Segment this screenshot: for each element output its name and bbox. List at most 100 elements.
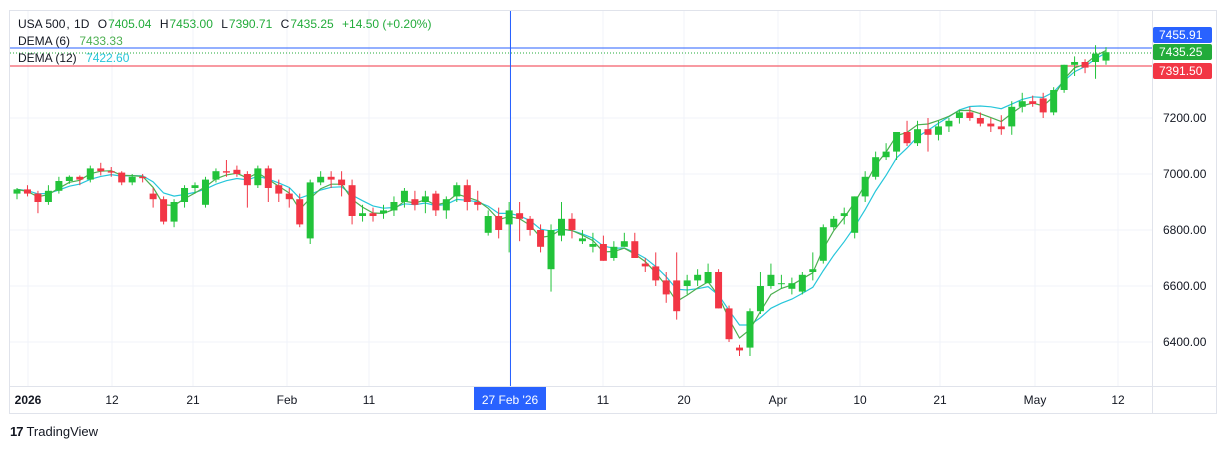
candle-body <box>181 188 189 202</box>
candle-body <box>631 241 639 258</box>
dema6-legend[interactable]: DEMA (6) 7433.33 <box>18 34 124 48</box>
candle-body <box>578 238 586 242</box>
open-label: O <box>97 17 108 31</box>
candle-body <box>432 193 440 211</box>
low-label: L <box>221 17 228 31</box>
candle-body <box>23 189 31 194</box>
y-tick-label: 7000.00 <box>1163 167 1207 181</box>
candle-body <box>976 118 984 124</box>
candle-body <box>987 123 995 127</box>
close-value: 7435.25 <box>290 17 334 31</box>
candle-body <box>809 269 817 272</box>
candle-body <box>212 171 220 180</box>
candle-body <box>1081 62 1089 68</box>
candle-body <box>641 263 649 267</box>
candle-body <box>673 280 681 312</box>
candle-body <box>359 213 367 216</box>
candle-body <box>830 218 838 228</box>
high-label: H <box>159 17 169 31</box>
low-value: 7390.71 <box>228 17 273 31</box>
x-tick-label: 21 <box>186 393 200 407</box>
candle-body <box>1092 53 1100 62</box>
x-tick-label: 11 <box>597 393 610 407</box>
candle-body <box>851 196 859 233</box>
candle-body <box>170 202 178 222</box>
candle-body <box>86 168 94 180</box>
candle-body <box>599 244 607 261</box>
candle-body <box>610 246 618 258</box>
candle-body <box>767 274 775 286</box>
candle-body <box>296 199 304 225</box>
candle-body <box>777 283 785 285</box>
x-tick-label: Feb <box>277 393 298 407</box>
candle-body <box>254 168 262 186</box>
price-badge <box>1153 44 1212 60</box>
candle-body <box>453 185 461 197</box>
candle-body <box>306 182 314 239</box>
candle-body <box>233 169 241 174</box>
candle-body <box>191 185 199 188</box>
candle-body <box>861 176 869 197</box>
crosshair-date-label: 27 Feb '26 <box>482 393 539 407</box>
candle-body <box>694 274 702 281</box>
x-tick-label: 10 <box>853 393 867 407</box>
candle-body <box>474 202 482 205</box>
candle-body <box>725 308 733 340</box>
x-tick-label: May <box>1024 393 1047 407</box>
candle-body <box>1018 101 1026 107</box>
dema12-line <box>16 52 1107 326</box>
candle-body <box>44 190 52 202</box>
candle-body <box>547 230 555 270</box>
candle-body <box>882 151 890 158</box>
x-tick-label: 12 <box>105 393 119 407</box>
interval-label: 1D <box>74 17 90 31</box>
candle-body <box>966 112 974 118</box>
candle-body <box>317 176 325 183</box>
price-badge-label: 7391.50 <box>1159 64 1203 78</box>
y-tick-label: 6400.00 <box>1163 335 1207 349</box>
candle-body <box>13 189 21 194</box>
candle-body <box>1060 64 1068 90</box>
candle-body <box>495 216 503 230</box>
candle-body <box>275 185 283 194</box>
ohlc-legend: USA 500, 1D O7405.04 H7453.00 L7390.71 C… <box>18 17 432 31</box>
candle-body <box>1029 101 1037 104</box>
candle-body <box>484 216 492 233</box>
candle-body <box>568 218 576 230</box>
tradingview-logo-icon: 17 <box>10 424 24 439</box>
dema12-legend[interactable]: DEMA (12) 7422.60 <box>18 51 130 65</box>
candle-body <box>505 210 513 225</box>
dema6-label: DEMA (6) <box>18 34 71 48</box>
candle-body <box>704 272 712 284</box>
candle-body <box>442 199 450 211</box>
candle-body <box>348 185 356 216</box>
candle-body <box>400 190 408 202</box>
candle-body <box>903 132 911 144</box>
x-tick-label: 12 <box>1111 393 1125 407</box>
candle-body <box>516 213 524 219</box>
candle-body <box>149 193 157 200</box>
price-badge-label: 7435.25 <box>1159 45 1203 59</box>
price-badge <box>1153 27 1212 43</box>
candle-body <box>683 280 691 286</box>
tradingview-logo[interactable]: 17 TradingView <box>10 424 98 439</box>
candle-body <box>107 171 115 173</box>
symbol-name: USA 500 <box>18 17 66 31</box>
y-tick-label: 7200.00 <box>1163 111 1207 125</box>
y-tick-label: 6800.00 <box>1163 223 1207 237</box>
candle-body <box>893 132 901 152</box>
candle-body <box>620 241 628 247</box>
candle-body <box>338 179 346 186</box>
candle-body <box>264 168 272 188</box>
dema12-label: DEMA (12) <box>18 51 77 65</box>
candle-body <box>715 272 723 309</box>
candle-body <box>285 193 293 200</box>
candle-body <box>798 274 806 292</box>
candle-body <box>997 126 1005 130</box>
candle-body <box>662 280 670 295</box>
open-value: 7405.04 <box>108 17 152 31</box>
price-badge-label: 7455.91 <box>1159 28 1203 42</box>
candle-body <box>76 176 84 180</box>
chart-frame[interactable] <box>9 10 1217 414</box>
